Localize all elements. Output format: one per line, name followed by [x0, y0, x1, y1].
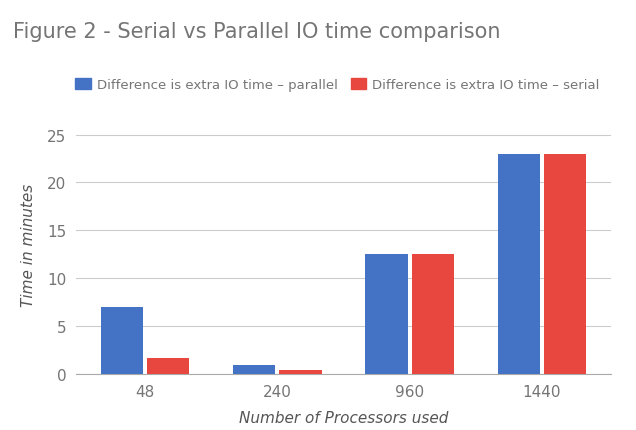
X-axis label: Number of Processors used: Number of Processors used — [238, 410, 448, 425]
Bar — [279, 370, 322, 374]
Bar — [233, 366, 275, 374]
Y-axis label: Time in minutes: Time in minutes — [21, 184, 36, 307]
Bar — [147, 358, 190, 374]
Bar — [100, 307, 143, 374]
Text: Figure 2 - Serial vs Parallel IO time comparison: Figure 2 - Serial vs Parallel IO time co… — [13, 22, 501, 41]
Bar — [497, 154, 540, 374]
Bar — [544, 154, 586, 374]
Bar — [365, 255, 408, 374]
Bar — [411, 255, 454, 374]
Legend: Difference is extra IO time – parallel, Difference is extra IO time – serial: Difference is extra IO time – parallel, … — [70, 73, 604, 97]
